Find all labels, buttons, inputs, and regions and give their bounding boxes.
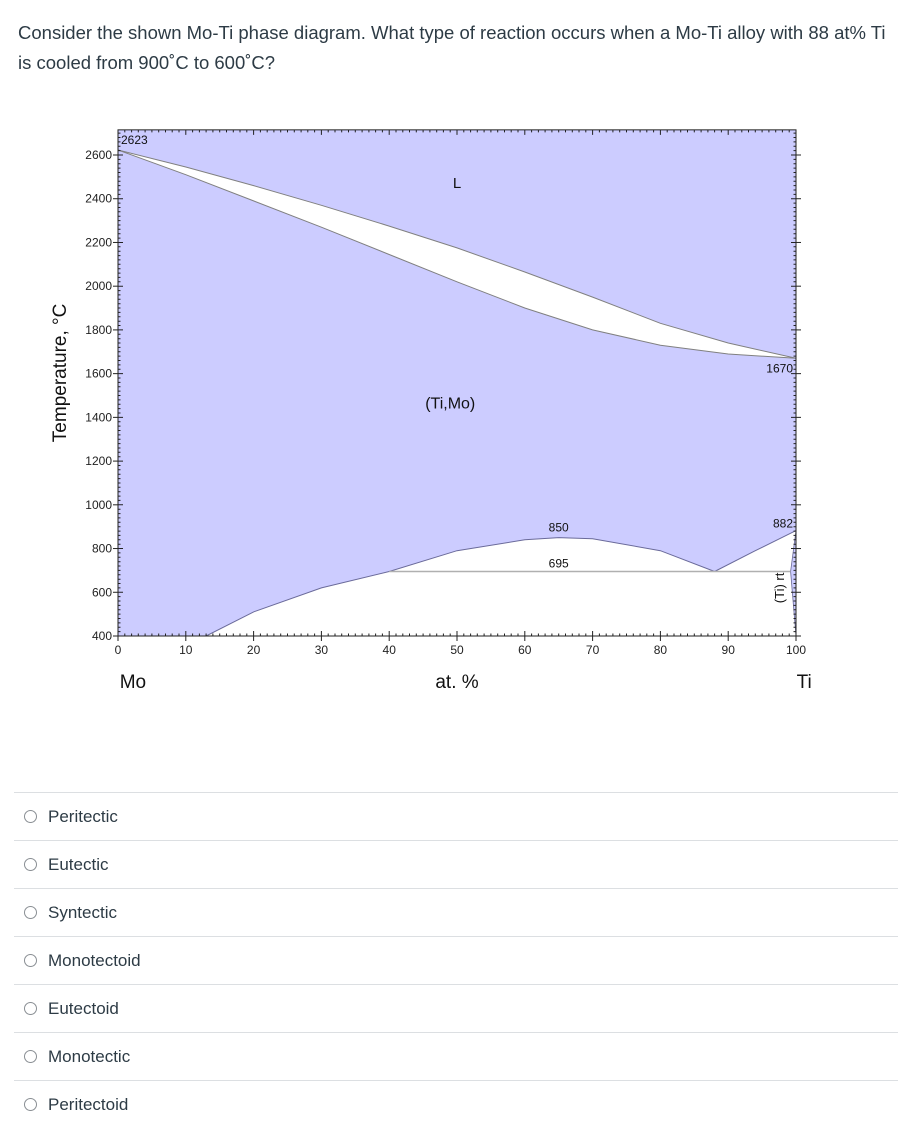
x-tick-label: 90	[722, 643, 736, 657]
answer-option-eutectoid[interactable]: Eutectoid	[14, 984, 898, 1032]
element-label-ti: Ti	[797, 672, 812, 693]
liquidus-line	[117, 149, 797, 359]
radio-button[interactable]	[24, 810, 37, 823]
answer-label: Eutectic	[48, 854, 109, 874]
y-tick-label: 800	[92, 542, 112, 556]
phase-label-ti-mo: (Ti,Mo)	[425, 396, 475, 413]
answer-label: Eutectoid	[48, 998, 119, 1018]
x-tick-label: 40	[383, 643, 397, 657]
x-tick-label: 0	[115, 643, 122, 657]
phase-diagram-figure: 400 600 800 1000 1200 1400 1600 1800 2000 2200 240…	[0, 110, 911, 710]
answer-option-monotectic[interactable]: Monotectic	[14, 1032, 898, 1080]
x-tick-label: 70	[586, 643, 600, 657]
annotation-monotectoid: 695	[549, 557, 569, 571]
x-tick-label: 50	[450, 643, 464, 657]
x-tick-label: 30	[315, 643, 329, 657]
axis-ticks	[117, 129, 797, 637]
y-tick-label: 1000	[85, 498, 112, 512]
answer-label: Syntectic	[48, 902, 117, 922]
answer-option-syntectic[interactable]: Syntectic	[14, 888, 898, 936]
phase-diagram-chart: 4006008001000120014001600180020002200240…	[50, 129, 812, 693]
y-tick-label: 600	[92, 585, 112, 599]
solidus-line	[117, 149, 797, 359]
answer-option-monotectoid[interactable]: Monotectoid	[14, 936, 898, 984]
x-tick-label: 80	[654, 643, 668, 657]
phase-label-ti-rt: (Ti) rt	[772, 572, 787, 603]
radio-button[interactable]	[24, 1050, 37, 1063]
radio-button[interactable]	[24, 858, 37, 871]
answer-label: Monotectoid	[48, 950, 141, 970]
y-tick-label: 1600	[85, 367, 112, 381]
phase-label-liquid: L	[453, 175, 461, 192]
beta-transus-line	[714, 530, 797, 572]
annotation-critical-point: 850	[549, 521, 569, 535]
answer-options: Peritectic Eutectic Syntectic Monotectoi…	[14, 792, 898, 1128]
answer-label: Monotectic	[48, 1046, 131, 1066]
miscibility-gap-line	[205, 537, 715, 637]
y-tick-label: 1400	[85, 410, 112, 424]
liquid-solid-two-phase-region	[118, 150, 796, 359]
x-tick-label: 20	[247, 643, 261, 657]
element-label-mo: Mo	[120, 672, 146, 693]
answer-option-eutectic[interactable]: Eutectic	[14, 840, 898, 888]
radio-button[interactable]	[24, 954, 37, 967]
y-tick-label: 2400	[85, 192, 112, 206]
x-tick-label: 60	[518, 643, 532, 657]
x-axis-label: at. %	[435, 672, 478, 693]
y-axis-label: Temperature, °C	[50, 304, 71, 443]
lower-two-phase-region	[206, 530, 797, 636]
answer-option-peritectic[interactable]: Peritectic	[14, 792, 898, 840]
question-text: Consider the shown Mo-Ti phase diagram. …	[18, 22, 886, 73]
x-tick-label: 100	[786, 643, 806, 657]
radio-button[interactable]	[24, 1002, 37, 1015]
y-tick-label: 400	[92, 629, 112, 643]
y-tick-label: 2600	[85, 148, 112, 162]
answer-option-peritectoid[interactable]: Peritectoid	[14, 1080, 898, 1128]
answer-label: Peritectoid	[48, 1094, 129, 1114]
annotation-mo-melting: 2623	[121, 133, 148, 147]
y-tick-label: 2200	[85, 235, 112, 249]
annotation-ti-melting: 1670	[766, 361, 793, 375]
y-tick-label: 2000	[85, 279, 112, 293]
radio-button[interactable]	[24, 1098, 37, 1111]
answer-label: Peritectic	[48, 806, 118, 826]
radio-button[interactable]	[24, 906, 37, 919]
x-tick-label: 10	[179, 643, 193, 657]
y-tick-label: 1800	[85, 323, 112, 337]
y-tick-label: 1200	[85, 454, 112, 468]
annotation-ti-transition: 882	[773, 517, 793, 531]
